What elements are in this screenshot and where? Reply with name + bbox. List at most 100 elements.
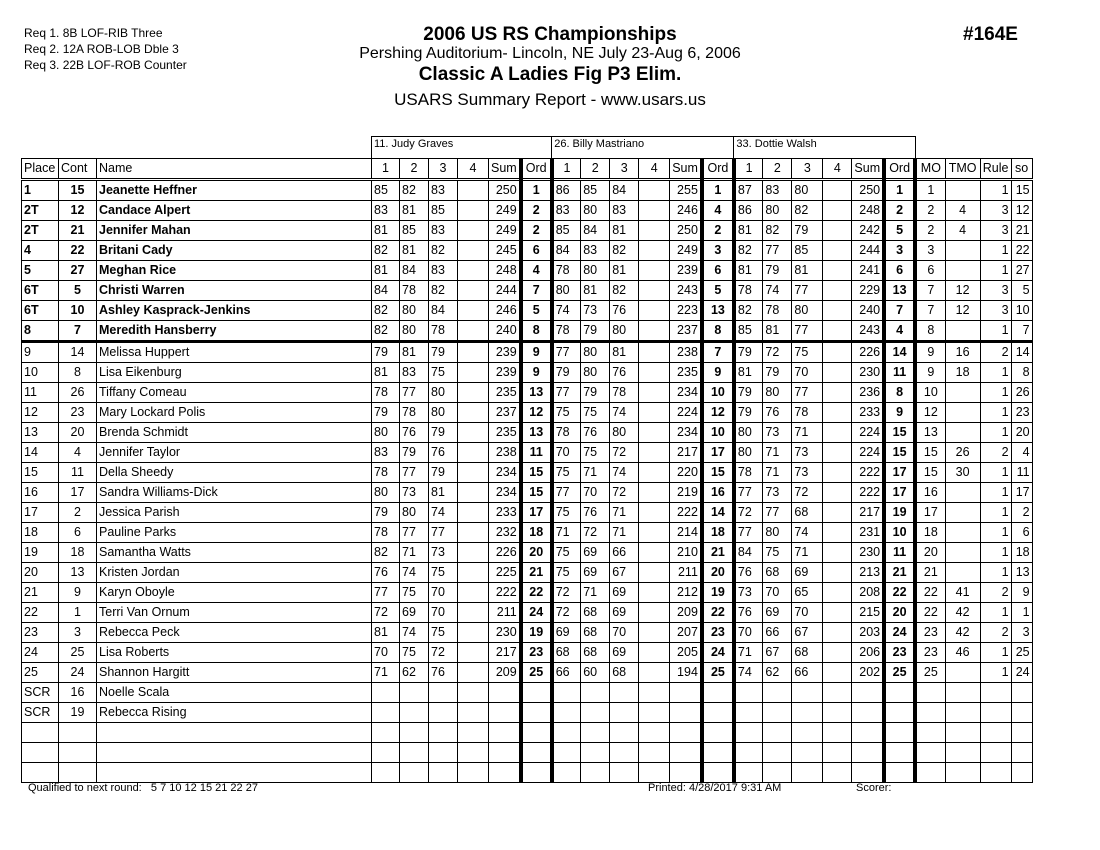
score-4-cell: [638, 300, 671, 321]
place-cell: 14: [21, 442, 59, 463]
score-2-cell: 71: [762, 462, 793, 483]
mo-cell: [914, 742, 946, 763]
sum-cell: 226: [487, 542, 522, 563]
ordinal-cell: 17: [882, 462, 918, 483]
sum-cell: 239: [669, 260, 703, 281]
rule-cell: 1: [979, 642, 1012, 663]
mo-cell: 20: [914, 542, 946, 563]
score-2-cell: 76: [580, 422, 611, 443]
score-3-cell: 73: [791, 462, 824, 483]
score-3-cell: 80: [609, 422, 640, 443]
rule-cell: 1: [979, 362, 1012, 383]
score-2-cell: 79: [399, 442, 429, 463]
ordinal-cell: 4: [882, 320, 918, 343]
place-cell: [21, 742, 59, 763]
score-2-cell: 80: [762, 200, 793, 221]
score-2-cell: 62: [762, 662, 793, 683]
score-1-cell: [733, 762, 764, 783]
score-3-cell: 78: [791, 402, 824, 423]
sum-cell: 217: [669, 442, 703, 463]
score-1-cell: 83: [371, 200, 400, 221]
event-name: Classic A Ladies Fig P3 Elim.: [418, 64, 682, 85]
score-2-cell: 73: [399, 482, 429, 503]
score-1-cell: 82: [733, 300, 764, 321]
score-4-cell: [822, 300, 853, 321]
score-3-cell: 81: [609, 341, 640, 363]
score-1-cell: [371, 742, 400, 763]
score-4-cell: [638, 402, 671, 423]
tmo-cell: [944, 402, 981, 423]
score-4-cell: [822, 382, 853, 403]
score-2-cell: 70: [762, 582, 793, 603]
contestant-number-cell: [58, 762, 97, 783]
score-1-cell: 80: [371, 482, 400, 503]
contestant-number-cell: [58, 742, 97, 763]
score-3-cell: 74: [791, 522, 824, 543]
score-1-cell: 85: [371, 179, 400, 201]
score-3-cell: 67: [791, 622, 824, 643]
score-1-cell: 83: [551, 200, 582, 221]
score-4-cell: [457, 422, 489, 443]
place-cell: 20: [21, 562, 59, 583]
ordinal-cell: 22: [518, 582, 554, 603]
score-2-cell: 78: [399, 402, 429, 423]
score-3-cell: [791, 702, 824, 723]
requirement: Req 1. 8B LOF-RIB Three: [24, 26, 163, 40]
report-subtitle: USARS Summary Report - www.usars.us: [394, 90, 706, 109]
score-2-cell: 80: [762, 522, 793, 543]
so-cell: 6: [1010, 522, 1033, 543]
score-2-cell: 69: [399, 602, 429, 623]
score-4-cell: [457, 662, 489, 683]
score-3-cell: 84: [428, 300, 458, 321]
place-cell: 13: [21, 422, 59, 443]
place-cell: 11: [21, 382, 59, 403]
score-1-cell: 76: [733, 602, 764, 623]
rule-cell: [979, 742, 1012, 763]
score-1-cell: [733, 702, 764, 723]
contestant-number-cell: 1: [58, 602, 97, 623]
so-cell: 12: [1010, 200, 1033, 221]
tmo-cell: 46: [944, 642, 981, 663]
sum-cell: 240: [851, 300, 885, 321]
sum-cell: 213: [851, 562, 885, 583]
sum-cell: 211: [487, 602, 522, 623]
ordinal-cell: 7: [882, 300, 918, 321]
sum-cell: 217: [851, 502, 885, 523]
tmo-cell: [944, 422, 981, 443]
score-4-cell: [822, 200, 853, 221]
rule-cell: [979, 762, 1012, 783]
score-3-cell: 70: [609, 622, 640, 643]
score-3-cell: 72: [791, 482, 824, 503]
ordinal-cell: 2: [699, 220, 736, 241]
skater-name-cell: Karyn Oboyle: [96, 582, 372, 603]
table-row: 11 26 Tiffany Comeau 78 77 80 235 13 77 79 78 234 10…: [21, 382, 1033, 403]
score-3-cell: [428, 762, 458, 783]
score-1-cell: 84: [371, 280, 400, 301]
column-header-score: 3: [428, 158, 458, 181]
score-3-cell: 72: [428, 642, 458, 663]
rule-cell: 1: [979, 542, 1012, 563]
score-4-cell: [638, 582, 671, 603]
score-1-cell: 78: [733, 280, 764, 301]
score-3-cell: 82: [428, 240, 458, 261]
sum-cell: 222: [487, 582, 522, 603]
table-row: 15 11 Della Sheedy 78 77 79 234 15 75 71 74 220 15 78…: [21, 462, 1033, 483]
score-1-cell: 81: [371, 362, 400, 383]
qualified-label: Qualified to next round:: [28, 782, 142, 794]
score-3-cell: [791, 762, 824, 783]
score-3-cell: 66: [609, 542, 640, 563]
ordinal-cell: 23: [699, 622, 736, 643]
contestant-number-cell: 8: [58, 362, 97, 383]
column-header-score: Ord: [518, 158, 554, 181]
contestant-number-cell: 17: [58, 482, 97, 503]
score-2-cell: [580, 682, 611, 703]
so-cell: 9: [1010, 582, 1033, 603]
column-header-score: 4: [822, 158, 853, 181]
ordinal-cell: 9: [518, 362, 554, 383]
skater-name-cell: Lisa Roberts: [96, 642, 372, 663]
sum-cell: 246: [669, 200, 703, 221]
score-2-cell: 79: [762, 362, 793, 383]
score-4-cell: [638, 702, 671, 723]
qualified-note: Qualified to next round: 5 7 10 12 15 21…: [28, 782, 258, 794]
event-code: #164E: [963, 24, 1018, 45]
